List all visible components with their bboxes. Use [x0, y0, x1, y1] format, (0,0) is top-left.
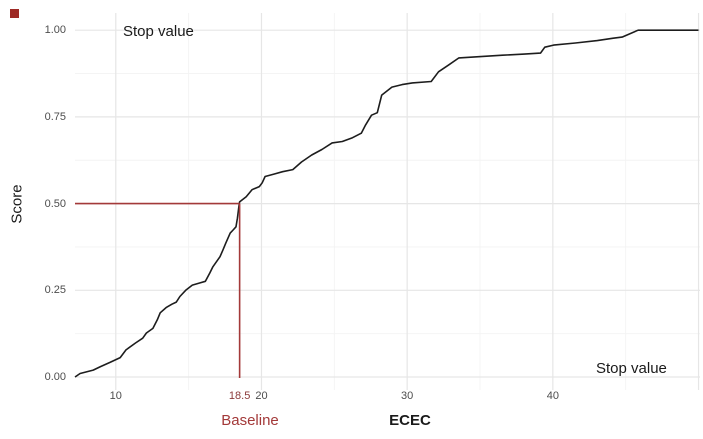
x-tick-label-10: 10	[109, 390, 122, 402]
y-tick-label-0.75: 0.75	[44, 110, 66, 123]
y-tick-label-0.50: 0.50	[44, 197, 66, 210]
x-tick-label-20: 20	[255, 390, 268, 402]
y-tick-label-1.00: 1.00	[44, 24, 66, 37]
x-tick-label-30: 30	[401, 390, 414, 402]
x-axis-title: ECEC	[389, 412, 431, 429]
corner-red-square	[10, 9, 19, 18]
y-tick-label-0.25: 0.25	[44, 284, 66, 297]
baseline-label: Baseline	[221, 412, 279, 429]
x-tick-label-18.5: 18.5	[228, 390, 251, 402]
ecdf-curve	[74, 29, 699, 378]
annotation-stop-value-top-left: Stop value	[123, 23, 194, 40]
annotation-stop-value-bottom-right: Stop value	[596, 360, 667, 377]
x-tick-label-40: 40	[546, 390, 559, 402]
y-tick-label-0.00: 0.00	[44, 371, 66, 383]
